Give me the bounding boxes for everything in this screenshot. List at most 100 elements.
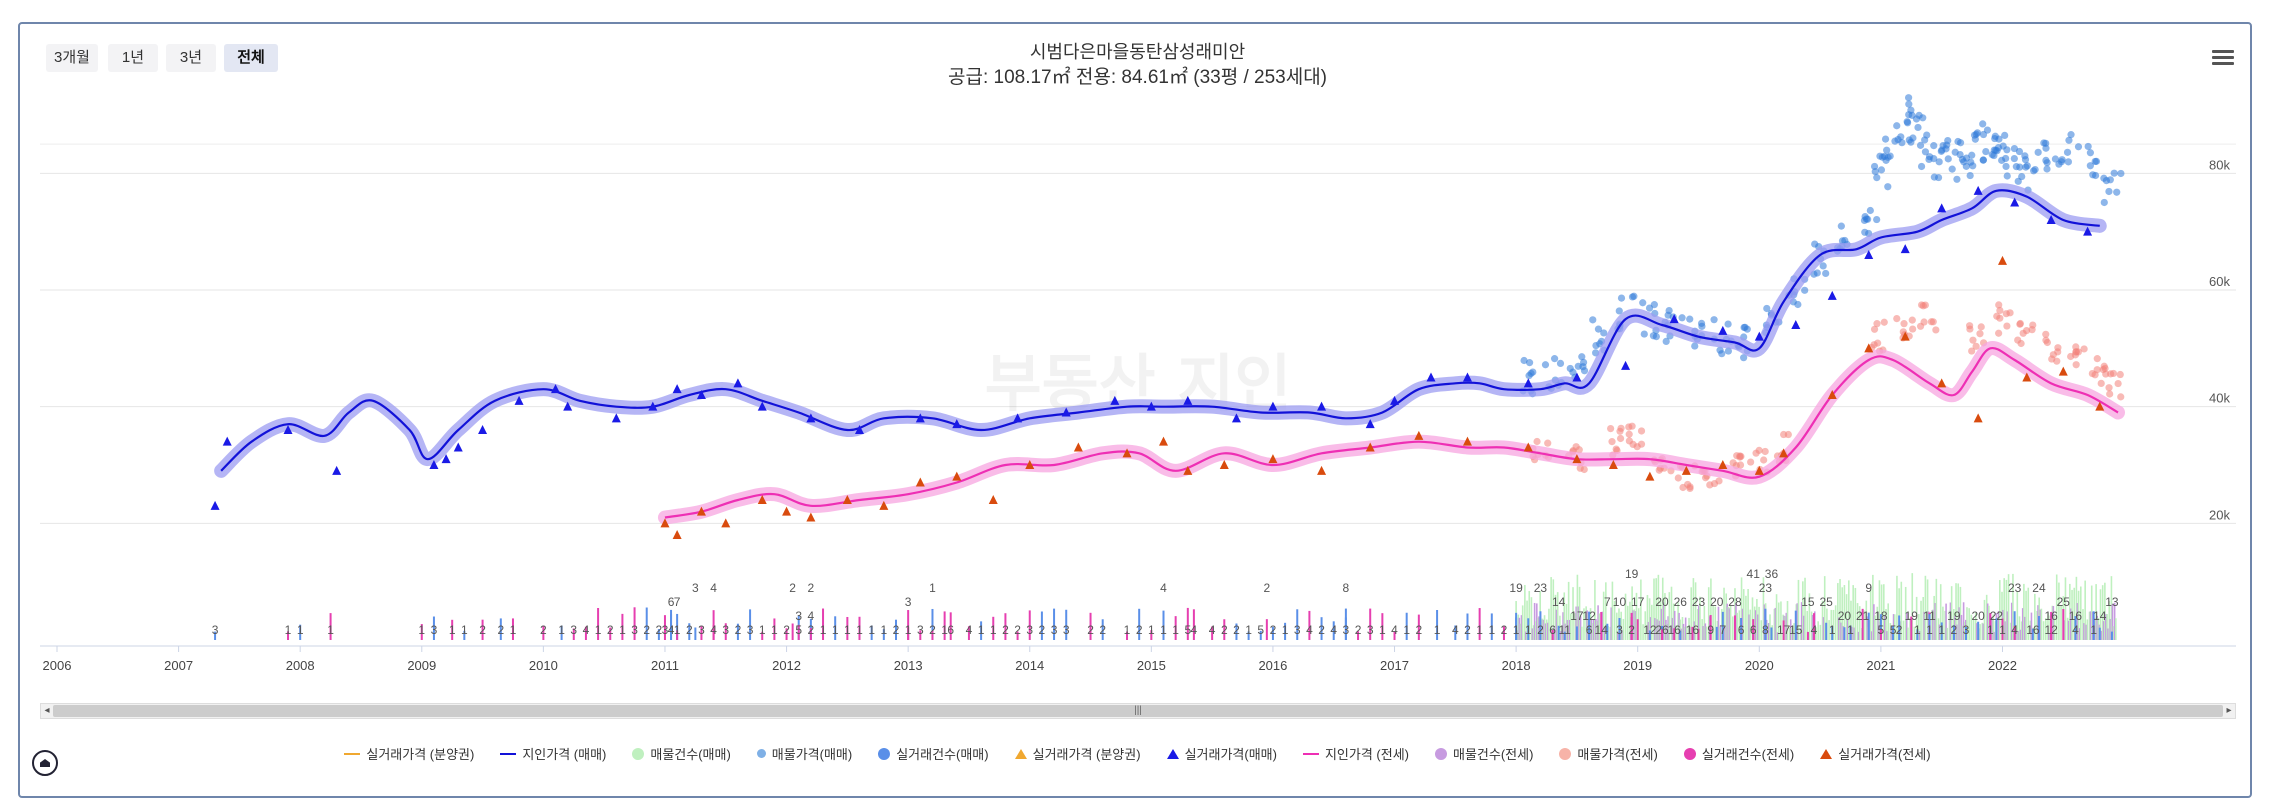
trade-count-label: 20	[1710, 595, 1724, 609]
legend-item[interactable]: 실거래가격 (분양권)	[1014, 744, 1141, 763]
sale-listing-dot	[1691, 342, 1699, 350]
trade-count-label: 1	[2090, 623, 2097, 637]
sale-listing-dot	[1942, 145, 1950, 153]
trade-count-label: 4	[1452, 623, 1459, 637]
trade-count-label: 17	[1777, 623, 1791, 637]
scrollbar-thumb[interactable]: |||	[53, 705, 2223, 717]
trade-count-label: 1	[1148, 623, 1155, 637]
jeonse-trade-triangle	[672, 530, 682, 539]
jeonse-listing-dot	[2109, 369, 2118, 378]
legend-item[interactable]: 지인가격 (매매)	[500, 744, 606, 763]
sale-listing-dot	[2113, 188, 2121, 196]
trade-count-label: 2	[643, 623, 650, 637]
range-button-3m[interactable]: 3개월	[46, 44, 98, 72]
sale-listing-dot	[1917, 162, 1926, 171]
sale-listing-dot	[2003, 172, 2011, 180]
trade-count-label: 2	[1233, 623, 1240, 637]
sale-trade-triangle	[1791, 320, 1801, 329]
legend-label: 지인가격 (매매)	[522, 747, 607, 762]
sale-listing-dot	[1662, 337, 1670, 346]
legend-item[interactable]: 매물가격(전세)	[1559, 744, 1658, 763]
pink-line-icon	[1302, 752, 1319, 755]
trade-count-label: 18	[1874, 609, 1888, 623]
home-logo-icon[interactable]	[32, 750, 58, 776]
jeonse-trade-triangle	[879, 500, 889, 510]
sale-trade-triangle	[1523, 378, 1533, 388]
sale-trade-triangle	[1268, 401, 1278, 411]
trade-count-label: 3	[722, 623, 729, 637]
range-button-1y[interactable]: 1년	[108, 44, 158, 72]
sale-listing-dot	[1801, 286, 1809, 294]
jeonse-listing-dot	[1972, 342, 1980, 350]
sale-listing-dot	[1960, 158, 1968, 166]
sale-listing-dot	[1665, 306, 1673, 315]
trade-count-label: 1	[1488, 623, 1495, 637]
jeonse-listing-dot	[1637, 440, 1646, 448]
sale-trade-triangle	[611, 413, 621, 423]
sale-listing-dot	[1930, 142, 1938, 150]
x-tick-label: 2013	[894, 658, 923, 673]
sale-listing-dot	[1893, 122, 1901, 130]
trade-count-label: 9	[1707, 623, 1714, 637]
scroll-left-arrow-icon[interactable]: ◂	[44, 705, 50, 716]
range-button-all[interactable]: 전체	[224, 44, 278, 72]
sale-listing-dot	[1979, 156, 1987, 164]
jeonse-trade-triangle	[1900, 331, 1910, 341]
jeonse-listing-dot	[1679, 483, 1687, 492]
trade-count-label: 5	[1878, 623, 1885, 637]
sale-listing-dot	[2042, 139, 2050, 147]
sale-listing-dot	[1678, 314, 1686, 322]
sale-listing-dot	[1983, 126, 1992, 134]
legend-item[interactable]: 매물건수(매매)	[632, 744, 731, 763]
sale-trade-triangle	[1231, 413, 1241, 423]
jeonse-index-line	[664, 346, 2119, 519]
jeonse-listing-dot	[2106, 390, 2114, 398]
trade-count-label: 5	[1184, 623, 1191, 637]
legend-item[interactable]: 매물가격(매매)	[756, 744, 852, 763]
hamburger-menu-icon[interactable]	[2212, 50, 2234, 66]
legend-item[interactable]: 실거래가격(매매)	[1166, 744, 1277, 763]
trade-count-label: 2	[1087, 623, 1094, 637]
trade-count-label: 12	[1582, 609, 1596, 623]
sale-listing-dot	[2010, 154, 2018, 163]
sale-trade-triangle	[551, 384, 561, 394]
legend-item[interactable]: 실거래건수(매매)	[878, 744, 989, 763]
scroll-right-arrow-icon[interactable]: ▸	[2226, 705, 2232, 716]
trade-count-label: 2	[929, 623, 936, 637]
sale-listing-dot	[2063, 148, 2072, 156]
trade-count-label: 3	[905, 595, 912, 609]
chart-scrollbar[interactable]: ◂ ||| ▸	[40, 703, 2236, 719]
legend-item[interactable]: 매물건수(전세)	[1434, 744, 1533, 763]
trade-count-label: 41	[1747, 567, 1761, 581]
trade-count-label: 3	[917, 623, 924, 637]
trade-count-label: 16	[1668, 623, 1682, 637]
trade-count-label: 23	[1534, 581, 1548, 595]
sale-trade-triangle	[222, 436, 232, 446]
legend-item[interactable]: 지인가격 (전세)	[1302, 744, 1409, 763]
sale-listing-dot	[1934, 173, 1943, 182]
trade-count-label: 1	[297, 623, 304, 637]
trade-count-label: 24	[2032, 581, 2046, 595]
y-tick-label: 60k	[2209, 274, 2230, 289]
trade-count-label: 1	[1914, 623, 1921, 637]
jeonse-listing-dot	[1893, 314, 1901, 323]
sale-listing-dot	[2067, 131, 2075, 139]
legend-label: 매물가격(전세)	[1577, 747, 1658, 762]
trade-count-label: 4	[1811, 623, 1818, 637]
trade-count-label: 2	[1951, 623, 1958, 637]
sale-listing-dot	[1944, 155, 1952, 163]
sale-listing-dot	[2043, 165, 2051, 173]
x-tick-label: 2015	[1137, 658, 1166, 673]
sale-listing-dot	[1935, 158, 1943, 166]
legend-item[interactable]: 실거래가격 (분양권)	[344, 744, 474, 763]
jeonse-listing-dot	[1900, 320, 1908, 328]
legend-item[interactable]: 실거래건수(전세)	[1683, 744, 1794, 763]
range-button-3y[interactable]: 3년	[166, 44, 216, 72]
sale-listing-dot	[1652, 333, 1660, 341]
sale-index-line	[220, 189, 2100, 472]
trade-count-label: 3	[431, 623, 438, 637]
legend-item[interactable]: 실거래가격(전세)	[1820, 744, 1931, 763]
jeonse-listing-dot	[1969, 336, 1977, 344]
sale-listing-dot	[1966, 171, 1974, 180]
